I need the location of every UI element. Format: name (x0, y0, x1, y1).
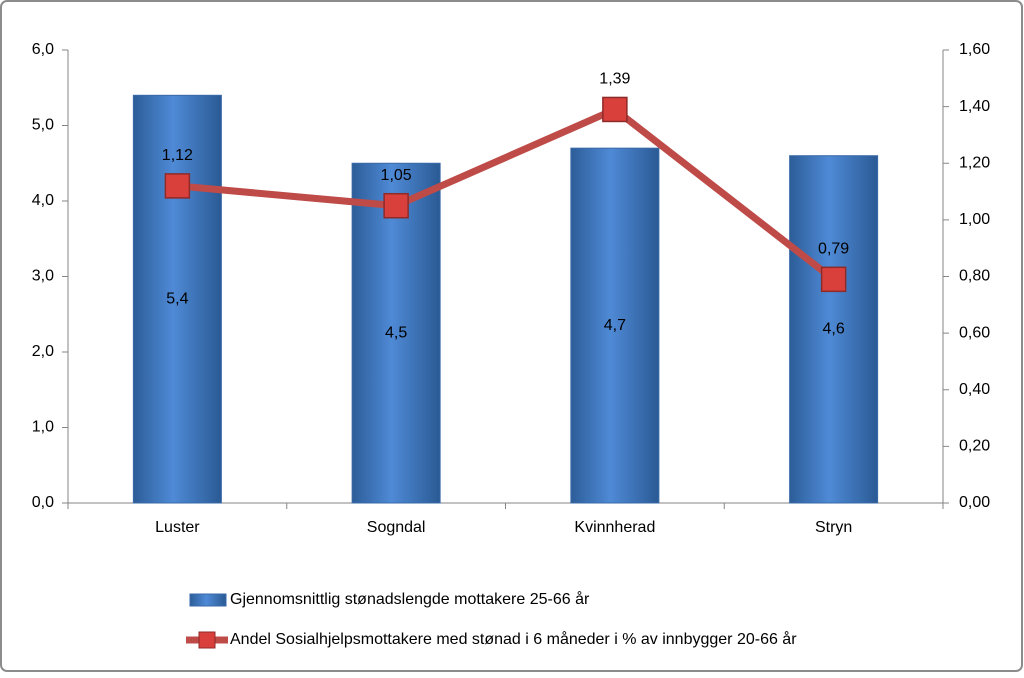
bar-value-label: 4,7 (604, 317, 626, 334)
y2-tick-label: 0,20 (959, 438, 990, 455)
y-tick-label: 6,0 (32, 41, 54, 58)
bar-value-label: 4,5 (385, 324, 407, 341)
legend-swatch-marker (198, 631, 216, 649)
bar (351, 162, 441, 504)
y-tick-label: 1,0 (32, 419, 54, 436)
y-tick-label: 2,0 (32, 343, 54, 360)
y2-tick-label: 0,80 (959, 268, 990, 285)
y2-tick-label: 1,40 (959, 98, 990, 115)
line-marker (383, 192, 409, 219)
bar (789, 155, 879, 504)
y2-tick-label: 0,40 (959, 381, 990, 398)
y-tick-label: 5,0 (32, 117, 54, 134)
bar-value-label: 5,4 (166, 290, 188, 307)
bar (132, 94, 222, 504)
legend-swatch (189, 593, 227, 607)
bar-value-label: 4,6 (823, 321, 845, 338)
y2-tick-label: 1,60 (959, 41, 990, 58)
y2-tick-label: 0,60 (959, 324, 990, 341)
line-value-label: 0,79 (818, 241, 849, 258)
x-tick-label: Kvinnherad (574, 519, 655, 536)
x-tick-label: Stryn (815, 519, 852, 536)
x-tick-label: Sogndal (367, 519, 426, 536)
line-series (177, 105, 836, 283)
y-tick-label: 4,0 (32, 192, 54, 209)
y-tick-label: 3,0 (32, 268, 54, 285)
line-marker (820, 266, 847, 293)
bar (570, 147, 660, 504)
line-marker (602, 96, 628, 123)
legend-label: Andel Sosialhjelpsmottakere med stønad i… (230, 630, 797, 648)
x-tick-label: Luster (155, 519, 200, 536)
line-value-label: 1,12 (162, 147, 193, 164)
y2-tick-label: 1,00 (959, 211, 990, 228)
line-value-label: 1,39 (599, 71, 630, 88)
line-value-label: 1,05 (381, 167, 412, 184)
line-marker (164, 173, 191, 199)
y2-tick-label: 0,00 (959, 494, 990, 511)
legend-label: Gjennomsnittlig stønadslengde mottakere … (230, 590, 590, 608)
y2-tick-label: 1,20 (959, 154, 990, 171)
y-tick-label: 0,0 (32, 494, 54, 511)
